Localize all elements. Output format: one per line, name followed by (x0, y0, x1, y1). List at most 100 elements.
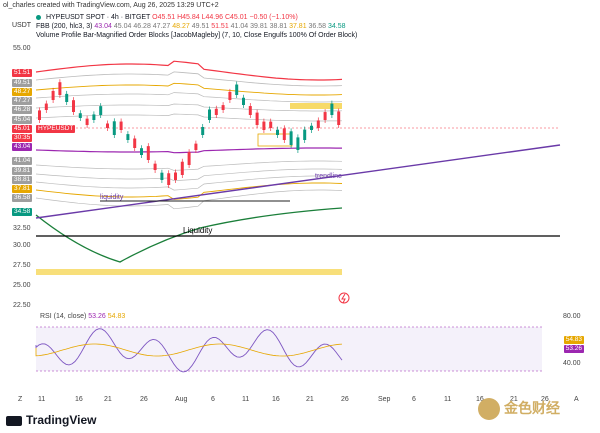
price-tag: 46.28 (12, 106, 33, 114)
time-axis-label: 6 (211, 396, 215, 403)
tradingview-text: TradingView (26, 413, 97, 427)
fbb-label: FBB (200, hlc3, 3) (36, 23, 93, 30)
fbb-values: 43.04 45.04 46.28 47.27 48.27 49.51 51.5… (94, 23, 345, 30)
fbb-value: 37.81 (287, 23, 307, 30)
time-axis-label: 26 (341, 396, 349, 403)
ohlc-open: O45.51 (152, 14, 176, 21)
price-tag: 48.27 (12, 88, 33, 96)
price-axis-label: 27.50 (13, 262, 31, 269)
alert-icon (338, 292, 350, 304)
time-axis-label: 11 (444, 396, 452, 403)
time-axis-label: 11 (38, 396, 46, 403)
candle-body (153, 163, 157, 170)
price-tag: 36.58 (12, 194, 33, 202)
band-line (35, 71, 343, 87)
order-block (36, 269, 342, 275)
candle-body (330, 103, 334, 115)
candle-body (296, 137, 300, 150)
lightning-icon (341, 293, 346, 304)
price-tag: 34.58 (12, 208, 33, 216)
band-line (35, 189, 343, 210)
time-axis-label: 21 (104, 396, 112, 403)
candle-body (282, 128, 286, 140)
vp-row[interactable]: Volume Profile Bar-Magnified Order Block… (36, 31, 357, 40)
candle-body (92, 114, 96, 120)
time-axis-label: Z (18, 396, 23, 403)
candle-body (106, 123, 109, 128)
symbol-row[interactable]: HYPEUSDT SPOT · 4h · BITGET O45.51 H45.8… (36, 13, 298, 22)
price-tag: 30:35 (12, 134, 33, 142)
candle-body (78, 113, 82, 118)
candle-body (133, 138, 137, 148)
watermark-text: 金色财经 (504, 400, 560, 416)
price-axis-label: 30.00 (13, 242, 31, 249)
fbb-value: 39.81 (248, 23, 268, 30)
price-axis-label: 55.00 (13, 45, 31, 52)
tradingview-logo[interactable]: TradingView (6, 413, 96, 427)
rsi-band (36, 327, 542, 371)
order-block-box (257, 133, 293, 147)
candle-body (235, 84, 239, 95)
rsi-label: RSI (14, close) (40, 313, 87, 320)
candle-body (289, 131, 293, 145)
ohlc-high: H45.84 (177, 14, 200, 21)
candle-body (201, 126, 205, 135)
time-axis-label: Sep (378, 396, 391, 403)
time-axis-label: A (574, 396, 579, 403)
candle-body (242, 97, 245, 105)
candle-body (146, 146, 150, 160)
candle-body (167, 173, 171, 185)
candle-body (214, 108, 218, 115)
rsi-legend[interactable]: RSI (14, close) 53.26 54.83 (40, 313, 125, 320)
fbb-value: 41.04 (228, 23, 249, 30)
band-line (35, 92, 343, 103)
time-axis-label: Aug (175, 396, 188, 403)
price-axis-label: 22.50 (13, 302, 31, 309)
candle-body (160, 172, 164, 180)
price-tag: 43.04 (12, 143, 33, 151)
candle-body (58, 82, 62, 95)
status-dot-icon (36, 14, 41, 20)
fbb-value: 51.51 (209, 23, 229, 30)
candle-body (276, 129, 279, 135)
fbb-value: 47.27 (150, 23, 171, 30)
candle-body (112, 121, 116, 135)
candle-body (194, 143, 198, 150)
candle-body (208, 109, 211, 120)
time-axis-label: 26 (140, 396, 148, 403)
price-axis-label: 25.00 (13, 282, 31, 289)
candle-body (72, 100, 75, 112)
tv-logo-icon (6, 415, 22, 426)
candle-body (323, 112, 327, 120)
fbb-value: 48.27 (170, 23, 190, 30)
band-line (35, 60, 343, 81)
time-axis-label: 26 (541, 396, 549, 403)
rsi-line (35, 328, 343, 373)
fbb-value: 49.51 (189, 23, 210, 30)
fbb-value: 38.81 (267, 23, 288, 30)
fbb-row[interactable]: FBB (200, hlc3, 3) 43.04 45.04 46.28 47.… (36, 22, 346, 31)
candle-body (248, 106, 252, 115)
candle-body (337, 111, 341, 125)
price-tag: HYPEUSDT (36, 125, 76, 133)
currency-label: USDT (12, 22, 32, 29)
ohlc-low: L44.96 (201, 14, 224, 21)
time-axis-label: 16 (272, 396, 280, 403)
time-axis-label: 6 (412, 396, 416, 403)
rsi-axis-label: 80.00 (563, 313, 581, 320)
band-line (35, 160, 343, 171)
time-axis-label: 21 (510, 396, 518, 403)
candle-body (316, 120, 320, 128)
rsi-ma-tag: 54.83 (563, 336, 584, 344)
candle-body (85, 118, 89, 125)
rsi-value-tag: 53.26 (563, 345, 584, 353)
fbb-value: 46.28 (131, 23, 151, 30)
candle-body (119, 121, 123, 130)
trendline-label: trendline (315, 173, 342, 180)
candle-body (303, 129, 307, 140)
candle-body (221, 105, 225, 110)
price-tag: 45.04 (12, 116, 33, 124)
candle-body (38, 110, 41, 120)
candle-body (262, 121, 266, 130)
